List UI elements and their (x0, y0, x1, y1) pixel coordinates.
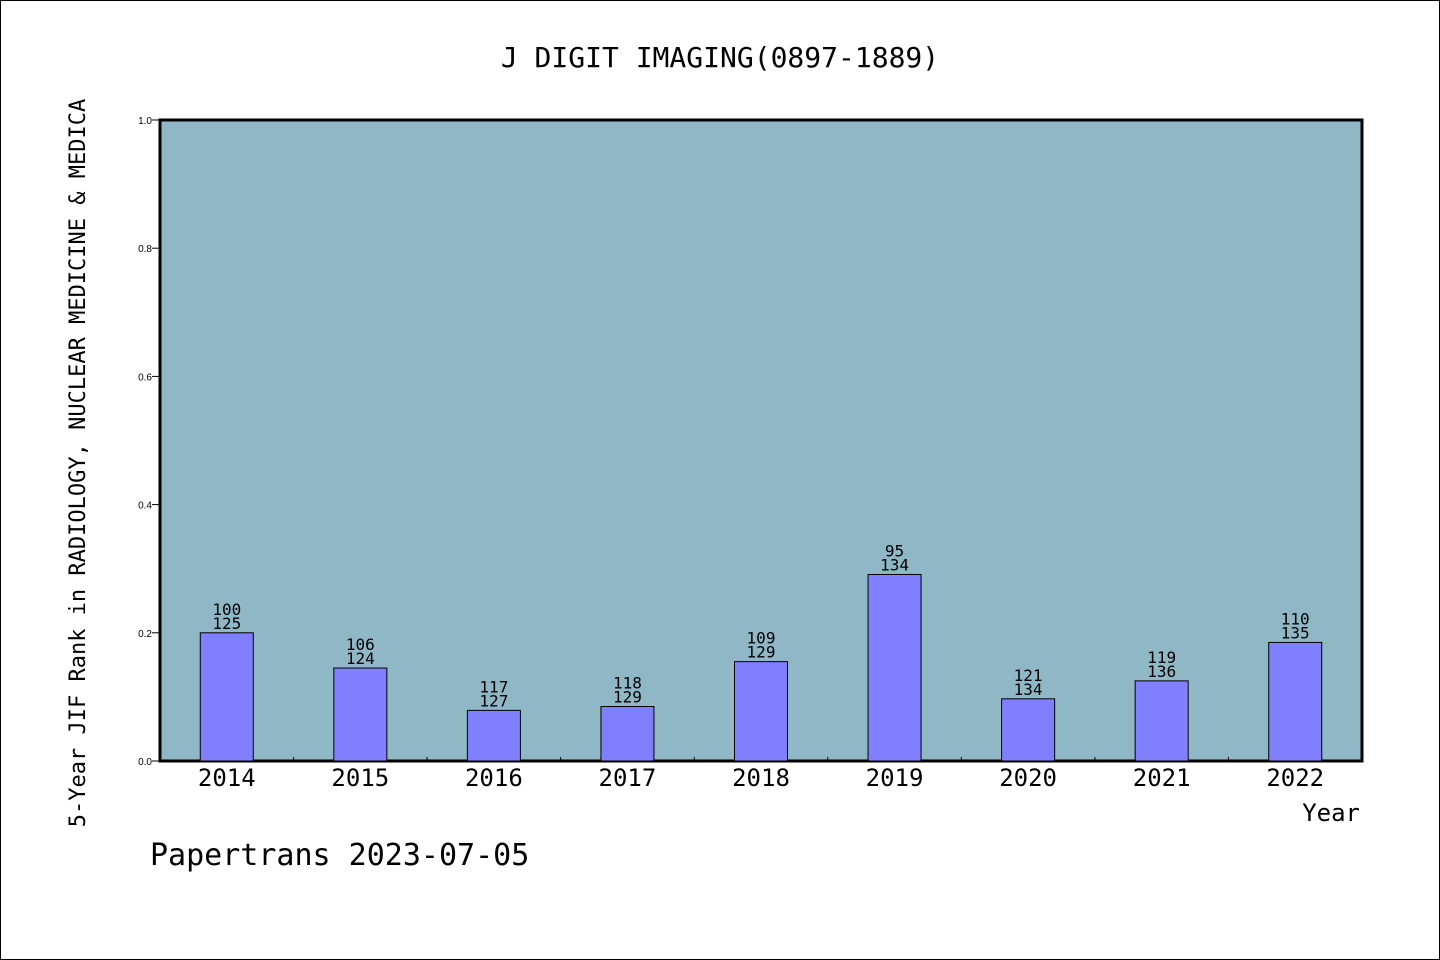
y-tick-label: 1.0 (138, 116, 152, 127)
data-label-rank: 110 (1281, 609, 1310, 628)
data-label-rank: 100 (212, 600, 241, 619)
data-label-rank: 106 (346, 635, 375, 654)
data-label-total: 135 (1281, 623, 1310, 642)
bar-2020 (1001, 698, 1056, 762)
bar-2016 (466, 709, 521, 762)
data-label-total: 134 (880, 555, 909, 574)
data-label-total: 134 (1014, 680, 1043, 699)
y-axis: 0.0 0.2 0.4 0.6 0.8 1.0 (138, 116, 160, 768)
x-tick-label: 2014 (198, 764, 256, 792)
x-tick-label: 2016 (465, 764, 523, 792)
data-label-total: 136 (1147, 662, 1176, 681)
plot-area (158, 118, 1364, 763)
data-label-rank: 121 (1014, 666, 1043, 685)
y-tick-label: 0.6 (138, 372, 152, 383)
data-label-rank: 119 (1147, 648, 1176, 667)
data-label-total: 127 (479, 691, 508, 710)
data-label-rank: 118 (613, 674, 642, 693)
x-tick-label: 2018 (732, 764, 790, 792)
bar-2021 (1134, 680, 1189, 762)
bar-2015 (333, 667, 388, 762)
x-tick-label: 2017 (599, 764, 657, 792)
y-tick-label: 0.2 (138, 629, 152, 640)
x-tick-label: 2021 (1133, 764, 1191, 792)
bar-series (199, 573, 1323, 762)
chart-title: J DIGIT IMAGING(0897-1889) (501, 41, 939, 74)
y-tick-label: 0.0 (138, 757, 152, 768)
y-tick-label: 0.8 (138, 244, 152, 255)
data-label-total: 125 (212, 614, 241, 633)
y-tick-label: 0.4 (138, 501, 152, 512)
bar-2018 (734, 661, 788, 762)
footer-source-date: Papertrans 2023-07-05 (150, 838, 529, 873)
y-axis-label: 5-Year JIF Rank in RADIOLOGY, NUCLEAR ME… (66, 99, 91, 827)
data-label-rank: 117 (479, 677, 508, 696)
x-tick-label: 2020 (999, 764, 1057, 792)
bar-2019 (867, 573, 922, 762)
bar-2022 (1268, 641, 1323, 762)
bar-2017 (600, 706, 655, 762)
x-tick-label: 2022 (1266, 764, 1324, 792)
x-tick-label: 2019 (866, 764, 924, 792)
data-label-total: 124 (346, 649, 375, 668)
x-tick-label: 2015 (331, 764, 389, 792)
x-axis-label: Year (1302, 799, 1360, 827)
data-labels: 1001251061241171271181291091299513412113… (212, 541, 1309, 710)
data-label-total: 129 (613, 688, 642, 707)
data-label-total: 129 (747, 643, 776, 662)
bar-2014 (199, 632, 254, 762)
data-label-rank: 109 (747, 629, 776, 648)
data-label-rank: 95 (885, 541, 904, 560)
x-axis: 2014 2015 2016 2017 2018 2019 2020 2021 2022 (198, 757, 1324, 792)
